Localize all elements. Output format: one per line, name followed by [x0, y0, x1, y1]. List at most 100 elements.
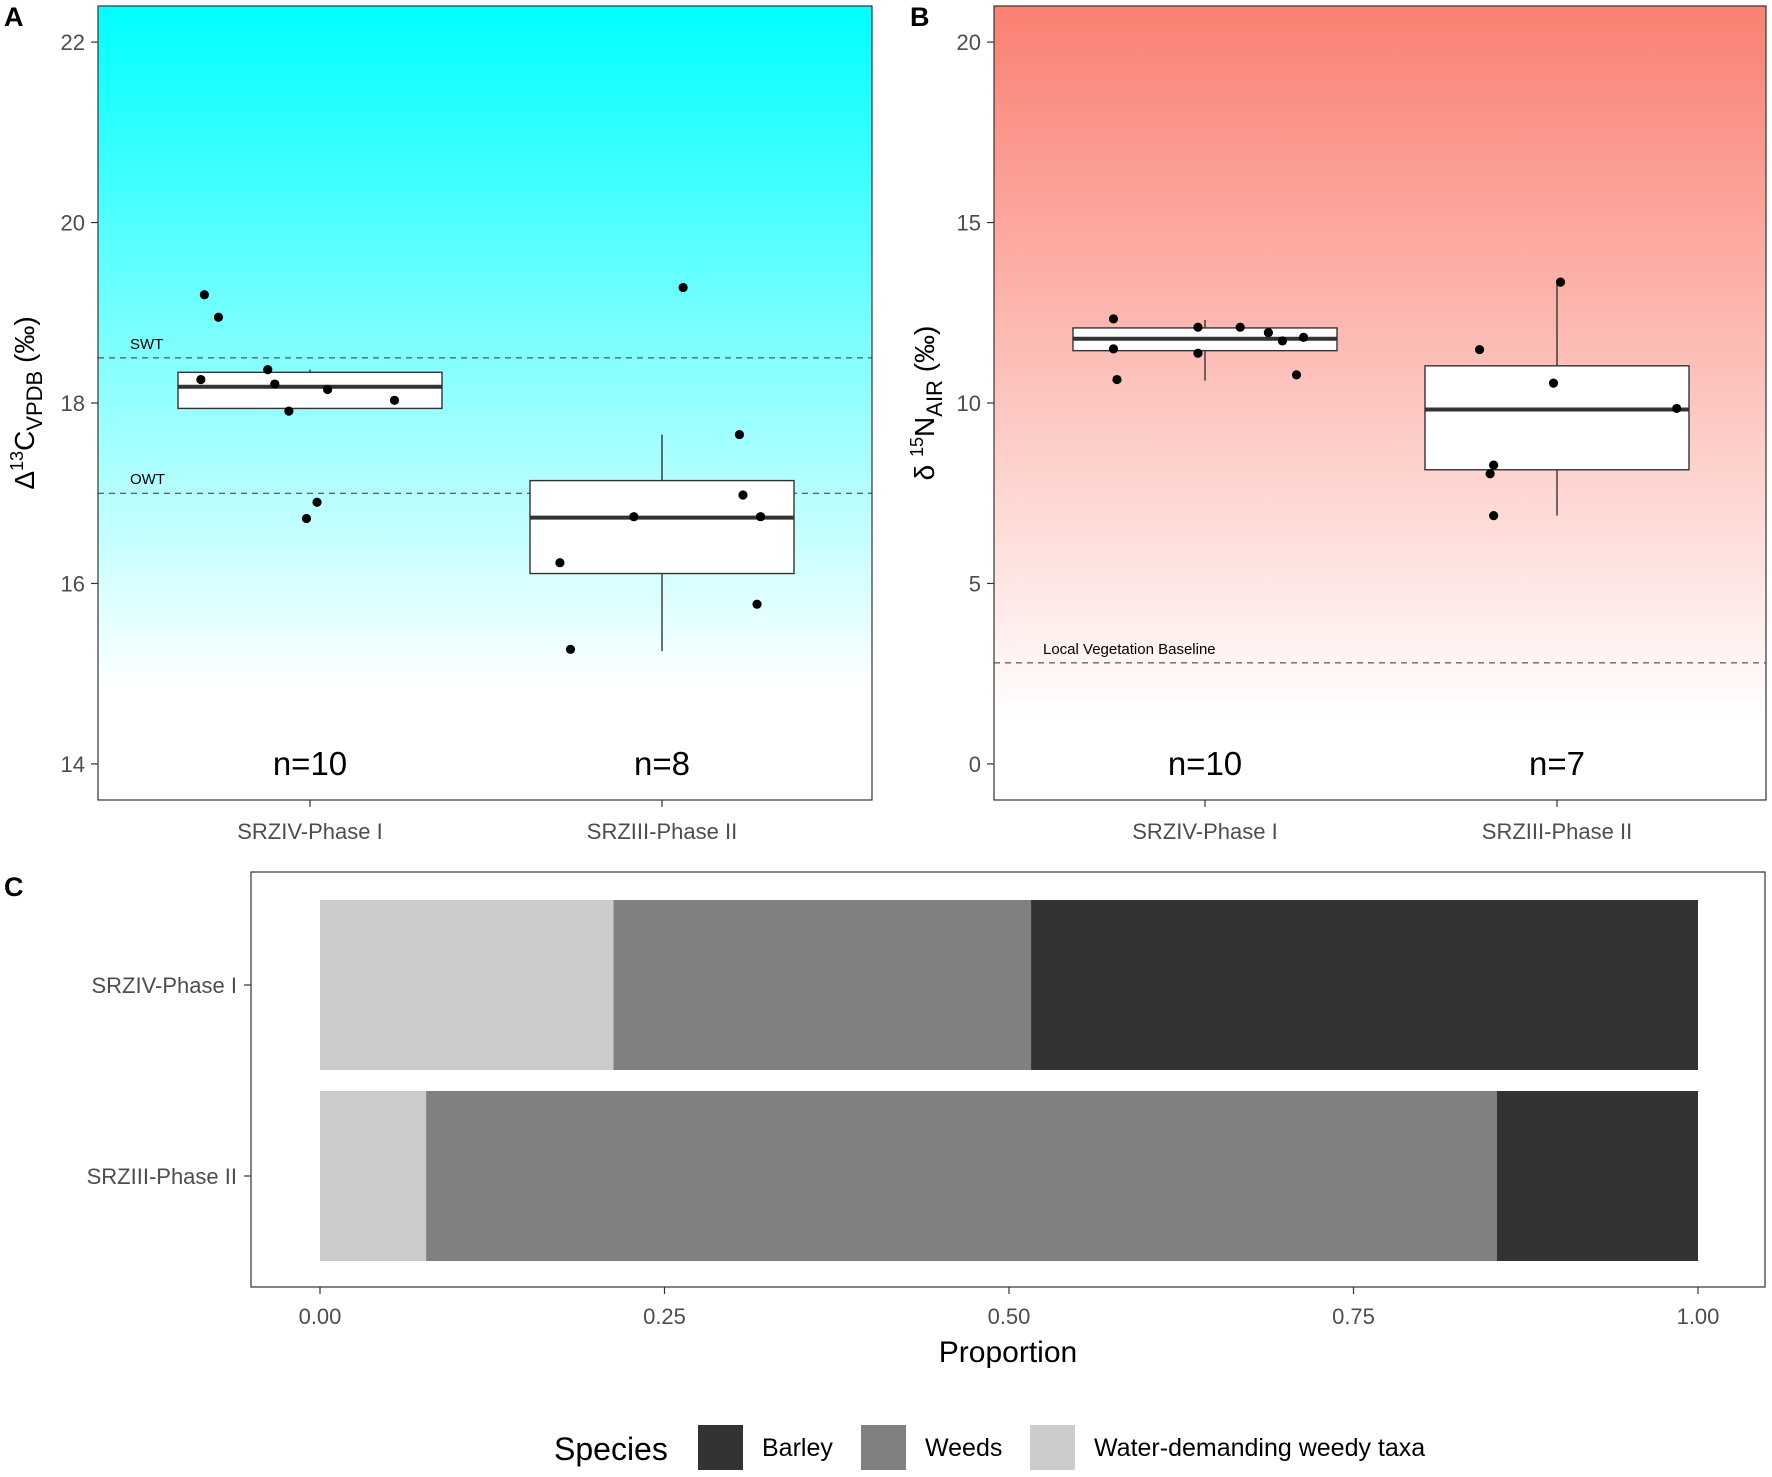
y-axis-a: 14 16 18 20 22 — [61, 30, 98, 777]
box — [177, 371, 443, 410]
bar-segment — [320, 1091, 427, 1261]
data-point — [1489, 511, 1499, 521]
panel-a: A SWT OWT 14 16 18 20 22 SRZIV-Phase I SRZIII-… — [4, 2, 873, 844]
data-point — [1193, 348, 1203, 358]
data-point — [755, 512, 766, 522]
x-tick-label: 0.50 — [988, 1304, 1031, 1329]
x-tick-label: 0.00 — [299, 1304, 342, 1329]
boxplots-a — [177, 369, 795, 652]
x-tick-label: SRZIII-Phase II — [1482, 819, 1632, 844]
y-tick-label: 10 — [957, 391, 981, 416]
data-point — [752, 599, 762, 609]
x-tick-label: 0.25 — [643, 1304, 686, 1329]
bar-segment — [613, 900, 1032, 1070]
data-point — [1485, 469, 1495, 479]
y-tick-label: 20 — [957, 30, 981, 55]
reference-line-label: OWT — [130, 471, 165, 488]
y-axis-label-a: Δ13CVPDB (‰) — [7, 316, 47, 489]
y-tick-label: 22 — [61, 30, 85, 55]
sample-count: n=10 — [1168, 745, 1242, 782]
stacked-bars-c — [320, 900, 1698, 1261]
panel-letter-a: A — [4, 2, 24, 32]
data-point — [1555, 277, 1566, 287]
sample-counts-b: n=10 n=7 — [1168, 745, 1585, 782]
legend: Species Barley Weeds Water-demanding weedy… — [554, 1425, 1425, 1470]
panel-letter-b: B — [910, 2, 930, 32]
data-point — [678, 282, 688, 293]
legend-key — [698, 1425, 743, 1470]
data-point — [323, 384, 333, 395]
x-axis-title-c: Proportion — [939, 1336, 1077, 1369]
x-tick-label: SRZIV-Phase I — [237, 819, 383, 844]
legend-title: Species — [554, 1431, 668, 1467]
data-point — [629, 512, 639, 522]
points-a — [196, 282, 766, 654]
panel-b: B Local Vegetation Baseline 0 5 10 15 20 SRZ… — [907, 2, 1767, 844]
data-point — [1548, 378, 1559, 388]
data-point — [1474, 344, 1485, 355]
legend-label: Barley — [762, 1434, 833, 1462]
bar-segment — [320, 900, 614, 1070]
legend-key — [1030, 1425, 1075, 1470]
y-tick-label: 16 — [61, 571, 85, 596]
data-point — [1235, 322, 1245, 332]
sample-count: n=7 — [1529, 745, 1585, 782]
y-tick-label: 18 — [61, 391, 85, 416]
data-point — [301, 513, 312, 524]
x-tick-label: SRZIV-Phase I — [1132, 819, 1278, 844]
box — [529, 479, 795, 575]
y-tick-label: SRZIV-Phase I — [91, 973, 237, 998]
y-axis-label-b: δ 15NAIR (‰) — [907, 326, 947, 481]
y-tick-label: 15 — [957, 211, 981, 236]
panel-c: C SRZIV-Phase I SRZIII-Phase II 0.00 0.25 0… — [4, 871, 1766, 1369]
data-point — [312, 497, 322, 507]
panel-letter-c: C — [4, 872, 24, 902]
x-tick-label: 0.75 — [1332, 1304, 1375, 1329]
data-point — [213, 312, 224, 322]
panel-c-border — [250, 871, 1766, 1288]
reference-line-label: Local Vegetation Baseline — [1043, 641, 1216, 658]
bar-segment — [1031, 900, 1698, 1070]
data-point — [263, 365, 273, 375]
data-point — [284, 406, 294, 416]
x-axis-b: SRZIV-Phase I SRZIII-Phase II — [1132, 800, 1632, 844]
x-tick-label: 1.00 — [1677, 1304, 1720, 1329]
y-axis-c: SRZIV-Phase I SRZIII-Phase II — [87, 973, 251, 1189]
data-point — [565, 644, 576, 654]
reference-lines-a: SWT OWT — [98, 336, 872, 494]
y-tick-label: 20 — [61, 211, 85, 236]
x-axis-a: SRZIV-Phase I SRZIII-Phase II — [237, 800, 737, 844]
sample-count: n=10 — [273, 745, 347, 782]
data-point — [1672, 403, 1682, 414]
reference-line-label: SWT — [130, 336, 163, 353]
data-point — [734, 429, 745, 440]
x-tick-label: SRZIII-Phase II — [587, 819, 737, 844]
data-point — [1298, 332, 1309, 342]
data-point — [1277, 336, 1288, 346]
bar-segment — [426, 1091, 1497, 1261]
y-tick-label: 5 — [969, 571, 981, 596]
data-point — [1263, 328, 1273, 338]
data-point — [389, 395, 400, 405]
bar-segment — [1496, 1091, 1698, 1261]
sample-counts-a: n=10 n=8 — [273, 745, 690, 782]
legend-label: Water-demanding weedy taxa — [1094, 1434, 1425, 1462]
points-b — [1108, 277, 1682, 521]
data-point — [270, 379, 280, 389]
legend-label: Weeds — [925, 1434, 1002, 1462]
y-tick-label: 0 — [969, 752, 981, 777]
data-point — [1108, 314, 1119, 324]
y-tick-label: 14 — [61, 752, 85, 777]
data-point — [555, 558, 565, 568]
data-point — [1489, 460, 1499, 470]
data-point — [1193, 322, 1203, 332]
y-axis-b: 0 5 10 15 20 — [957, 30, 994, 777]
data-point — [1291, 370, 1302, 380]
legend-key — [861, 1425, 906, 1470]
data-point — [1108, 344, 1119, 354]
y-tick-label: SRZIII-Phase II — [87, 1164, 237, 1189]
data-point — [199, 290, 209, 300]
data-point — [1112, 374, 1122, 385]
data-point — [196, 374, 206, 385]
